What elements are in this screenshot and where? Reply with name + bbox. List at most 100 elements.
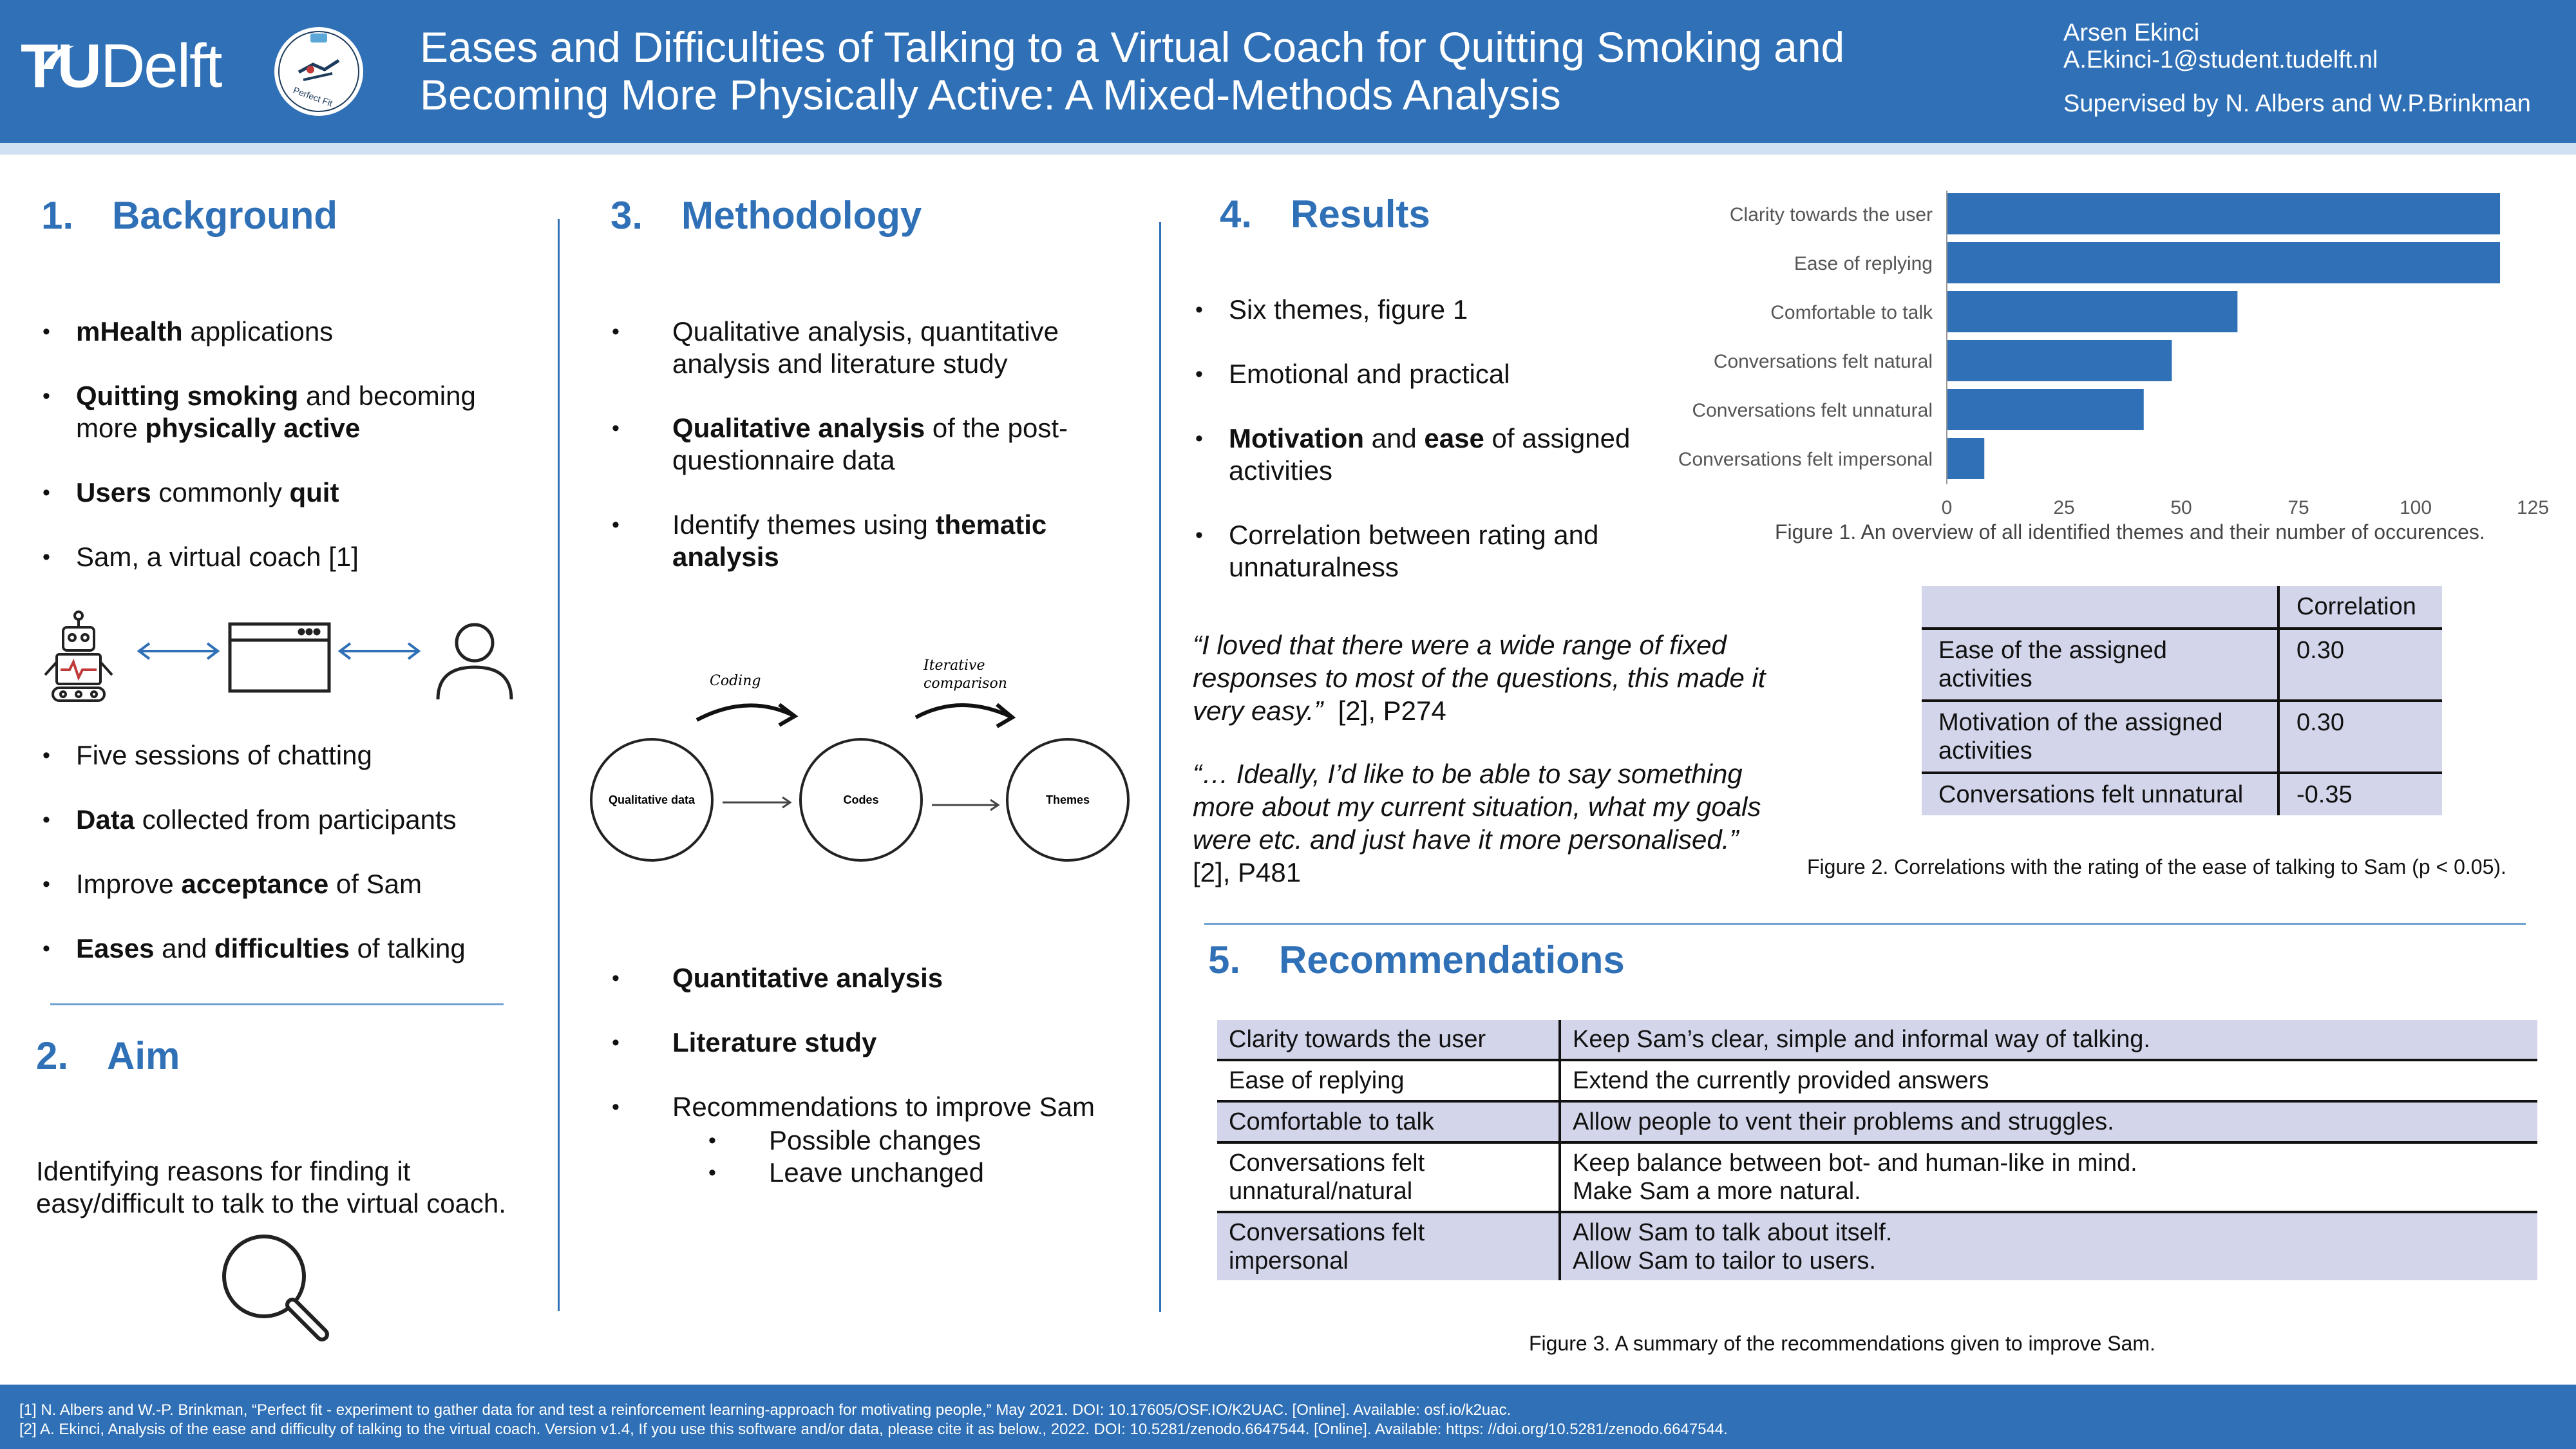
table-cell: 0.30 <box>2297 709 2344 736</box>
x-tick-label: 50 <box>2170 497 2192 518</box>
perfect-fit-emblem: Perfect Fit <box>274 27 363 116</box>
recommendations-table: Clarity towards the user Keep Sam’s clear… <box>1217 1020 2537 1280</box>
double-arrow-icon <box>137 641 220 664</box>
diagram-label-coding: Coding <box>710 673 761 689</box>
footer-references: [1] N. Albers and W.-P. Brinkman, “Perfe… <box>0 1385 2576 1449</box>
section-divider <box>50 1003 504 1005</box>
reference-2: [2] A. Ekinci, Analysis of the ease and … <box>19 1421 1728 1438</box>
list-item: Five sessions of chatting <box>40 739 542 772</box>
list-item: Identify themes using thematic analysis <box>611 509 1126 573</box>
list-item-text: of talking <box>349 933 466 963</box>
section-title: Results <box>1291 193 1430 236</box>
methodology-list-2: Quantitative analysis Literature study R… <box>611 962 1126 1189</box>
recommendation-cell: Keep Sam’s clear, simple and informal wa… <box>1573 1026 2150 1053</box>
thematic-analysis-diagram: Qualitative data Codes Themes Coding Ite… <box>587 645 1135 864</box>
bar <box>1947 242 2501 283</box>
bar <box>1947 389 2144 430</box>
background-heading: 1. Background <box>41 193 337 238</box>
quote-text: “I loved that there were a wide range of… <box>1193 630 1766 726</box>
list-item-text: Identify themes using <box>672 509 936 540</box>
figure-2-caption: Figure 2. Correlations with the rating o… <box>1807 855 2506 878</box>
category-label: Ease of replying <box>1794 253 1933 274</box>
background-list: mHealth applications Quitting smoking and… <box>40 316 542 605</box>
section-number: 2. <box>36 1034 69 1077</box>
correlation-table-wrap: Correlation Ease of the assigned activit… <box>1922 586 2442 815</box>
theme-cell: Ease of replying <box>1217 1060 1561 1101</box>
section-number: 3. <box>611 194 643 237</box>
results-heading: 4. Results <box>1220 192 1430 236</box>
results-list: Six themes, figure 1 Emotional and practi… <box>1193 294 1656 616</box>
aim-text-line-1: Identifying reasons for finding it <box>36 1156 411 1186</box>
bold-text: Motivation <box>1229 423 1364 453</box>
table-header-cell <box>1922 586 2280 629</box>
diagram-label-iterative: Iterative <box>923 658 985 674</box>
list-item: mHealth applications <box>40 316 542 348</box>
diagram-node-qualitative-data <box>590 738 714 862</box>
methodology-heading: 3. Methodology <box>611 193 922 238</box>
correlation-table: Correlation Ease of the assigned activit… <box>1922 586 2442 815</box>
list-item-text: Qualitative analysis, quantitative analy… <box>672 316 1059 379</box>
category-label: Conversations felt natural <box>1714 351 1933 372</box>
section-title: Methodology <box>681 194 922 237</box>
magnifier-icon <box>219 1231 335 1350</box>
bold-text: Quitting smoking <box>76 381 299 411</box>
table-row: Clarity towards the user Keep Sam’s clear… <box>1217 1020 2537 1060</box>
title-line-2: Becoming More Physically Active: A Mixed… <box>420 71 1561 118</box>
diagram-arrow <box>723 796 1000 811</box>
section-title: Aim <box>107 1034 180 1077</box>
list-item: Recommendations to improve Sam Possible … <box>611 1091 1126 1189</box>
supervisors: Supervised by N. Albers and W.P.Brinkman <box>2063 90 2531 117</box>
chat-flow-illustration <box>40 611 529 707</box>
list-item-text: Six themes, figure 1 <box>1229 294 1468 325</box>
table-row: Motivation of the assigned activities 0.… <box>1922 701 2442 773</box>
diagram-label-qualitative-data: Qualitative data <box>609 793 696 806</box>
list-item-text: and becoming more <box>76 381 476 443</box>
figure-3-caption: Figure 3. A summary of the recommendatio… <box>1529 1332 2155 1355</box>
recommendation-cell: Allow Sam to talk about itself. Allow Sa… <box>1573 1219 1893 1274</box>
aim-text-line-2: easy/difficult to talk to the virtual co… <box>36 1188 506 1218</box>
bar <box>1947 340 2172 381</box>
recommendation-cell: Extend the currently provided answers <box>1573 1067 1989 1094</box>
bar <box>1947 193 2501 234</box>
table-cell: Motivation of the assigned activities <box>1922 701 2280 773</box>
recommendation-cell: Allow people to vent their problems and … <box>1573 1108 2114 1135</box>
theme-cell: Conversations felt impersonal <box>1217 1212 1561 1280</box>
bar <box>1947 438 1985 479</box>
section-number: 1. <box>41 194 74 237</box>
bold-text: Eases <box>76 933 155 963</box>
section-title: Recommendations <box>1279 938 1625 981</box>
themes-bar-chart: Clarity towards the user Ease of replying… <box>1649 187 2563 528</box>
table-cell: Ease of the assigned activities <box>1922 629 2280 701</box>
list-item-text: Recommendations to improve Sam <box>672 1092 1095 1122</box>
double-arrow-icon <box>337 641 421 664</box>
bold-text: Data <box>76 804 135 835</box>
list-item: Improve acceptance of Sam <box>40 868 542 900</box>
bold-text: Literature study <box>672 1027 877 1057</box>
list-item: Literature study <box>611 1027 1126 1059</box>
category-label: Conversations felt impersonal <box>1678 449 1933 470</box>
reference-1: [1] N. Albers and W.-P. Brinkman, “Perfe… <box>19 1401 1511 1419</box>
category-label: Conversations felt unnatural <box>1692 400 1933 421</box>
table-row: Ease of replying Extend the currently pro… <box>1217 1060 2537 1101</box>
list-item: Eases and difficulties of talking <box>40 933 542 965</box>
table-row: Comfortable to talk Allow people to vent … <box>1217 1101 2537 1142</box>
list-item: Quitting smoking and becoming more physi… <box>40 380 542 444</box>
list-item: Correlation between rating and unnatural… <box>1193 519 1656 583</box>
table-cell: Conversations felt unnatural <box>1922 773 2280 815</box>
list-item-text: of Sam <box>328 869 422 899</box>
list-item: Quantitative analysis <box>611 962 1126 994</box>
quote-2: “… Ideally, I’d like to be able to say s… <box>1193 757 1772 889</box>
x-tick-label: 75 <box>2287 497 2309 518</box>
bold-text: physically active <box>145 413 361 443</box>
list-item-text: Five sessions of chatting <box>76 740 372 770</box>
list-item-text: applications <box>182 316 334 346</box>
logo-delft: Delft <box>100 32 222 100</box>
tu-delft-logo: TUDelft <box>21 31 222 102</box>
author-email[interactable]: A.Ekinci-1@student.tudelft.nl <box>2063 46 2378 73</box>
diagram-node-themes <box>1006 738 1130 862</box>
recommendations-table-wrap: Clarity towards the user Keep Sam’s clear… <box>1217 1020 2537 1280</box>
list-item-text: Improve <box>76 869 182 899</box>
recommendations-heading: 5. Recommendations <box>1208 938 1625 982</box>
diagram-node-codes <box>799 738 923 862</box>
bold-text: mHealth <box>76 316 183 346</box>
